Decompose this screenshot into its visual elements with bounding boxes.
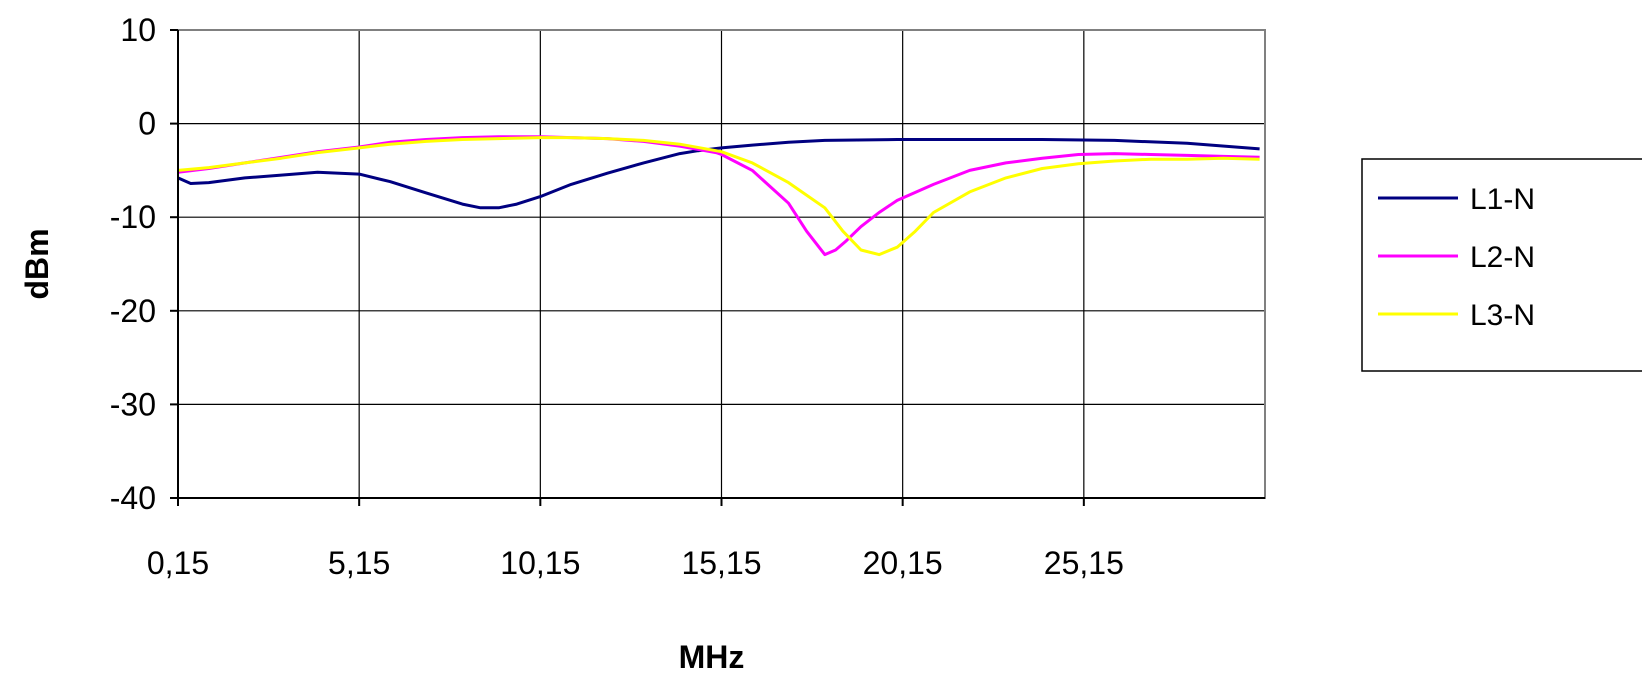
legend-box [1361, 158, 1642, 372]
x-tick-label: 0,15 [147, 545, 209, 581]
tick-labels: 10 0 -10 -20 -30 -40 0,15 5,15 10,15 15,15 20,15 25… [110, 12, 1124, 581]
series-layer [177, 135, 1260, 257]
x-tick-label: 15,15 [681, 545, 761, 581]
x-tick-label: 10,15 [500, 545, 580, 581]
y-tick-label: 10 [120, 12, 156, 48]
legend-label-l2-n: L2-N [1470, 241, 1535, 274]
legend: L1-N L2-N L3-N [1361, 158, 1642, 372]
series-line-l1-n [177, 138, 1260, 210]
series-line-l2-n [177, 135, 1260, 257]
x-tick-label: 5,15 [328, 545, 390, 581]
y-axis-title: dBm [19, 228, 55, 299]
x-axis-title: MHz [679, 639, 745, 675]
y-tick-label: -20 [110, 293, 156, 329]
y-tick-label: -40 [110, 480, 156, 516]
x-tick-label: 25,15 [1044, 545, 1124, 581]
y-tick-label: -10 [110, 199, 156, 235]
axes-layer [170, 29, 1265, 506]
grid-lines [178, 29, 1265, 499]
legend-label-l1-n: L1-N [1470, 183, 1535, 216]
y-tick-label: -30 [110, 386, 156, 422]
series-line-l3-n [177, 136, 1260, 257]
y-tick-label: 0 [138, 106, 156, 142]
legend-label-l3-n: L3-N [1470, 299, 1535, 332]
x-tick-label: 20,15 [863, 545, 943, 581]
